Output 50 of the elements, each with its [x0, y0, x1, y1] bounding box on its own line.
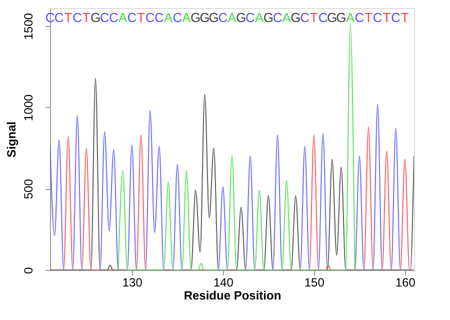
annotation: C	[100, 10, 110, 25]
annotation: G	[236, 10, 246, 25]
annotation: A	[254, 10, 264, 25]
y-tick-label: 500	[22, 178, 36, 200]
annotation: C	[54, 10, 64, 25]
x-tick-label: 150	[304, 276, 325, 290]
annotation: A	[346, 10, 355, 25]
annotation: C	[127, 10, 137, 25]
annotation: A	[164, 10, 173, 25]
line-series	[118, 24, 356, 270]
annotation: T	[137, 10, 146, 25]
annotation: C	[272, 10, 282, 25]
annotation: A	[118, 10, 128, 25]
annotation: A	[228, 10, 237, 25]
annotation: C	[246, 10, 255, 25]
annotation: G	[190, 10, 201, 25]
annotation: C	[218, 10, 228, 25]
annotation: T	[364, 10, 373, 25]
annotation: C	[391, 10, 400, 25]
annotation: C	[372, 10, 382, 25]
y-tick-label: 0	[22, 266, 36, 274]
x-tick-label: 140	[213, 276, 234, 290]
annotation: C	[354, 10, 364, 25]
y-axis-title: Signal	[4, 121, 18, 158]
annotation: G	[290, 10, 301, 25]
annotation: G	[208, 10, 219, 25]
annotation: C	[154, 10, 164, 25]
x-tick-label: 130	[122, 276, 143, 290]
annotation: A	[282, 10, 292, 25]
annotation: C	[172, 10, 182, 25]
annotation: G	[200, 10, 210, 25]
annotation: T	[82, 10, 90, 25]
annotation: T	[64, 10, 72, 25]
annotation: G	[263, 10, 274, 25]
annotation: C	[72, 10, 82, 25]
annotation: T	[382, 10, 391, 25]
annotation: T	[400, 10, 409, 25]
annotation: C	[318, 10, 328, 25]
y-tick-label: 1000	[22, 94, 36, 122]
annotation: C	[300, 10, 310, 25]
y-tick-label: 1500	[22, 12, 36, 40]
annotation: C	[145, 10, 155, 25]
annotation: C	[109, 10, 118, 25]
annotation: T	[310, 10, 318, 25]
x-axis-title: Residue Position	[184, 288, 282, 302]
annotation: G	[327, 10, 338, 25]
annotation: G	[336, 10, 346, 25]
annotation: A	[182, 10, 192, 25]
annotation: G	[90, 10, 101, 25]
x-tick-label: 160	[395, 276, 416, 290]
